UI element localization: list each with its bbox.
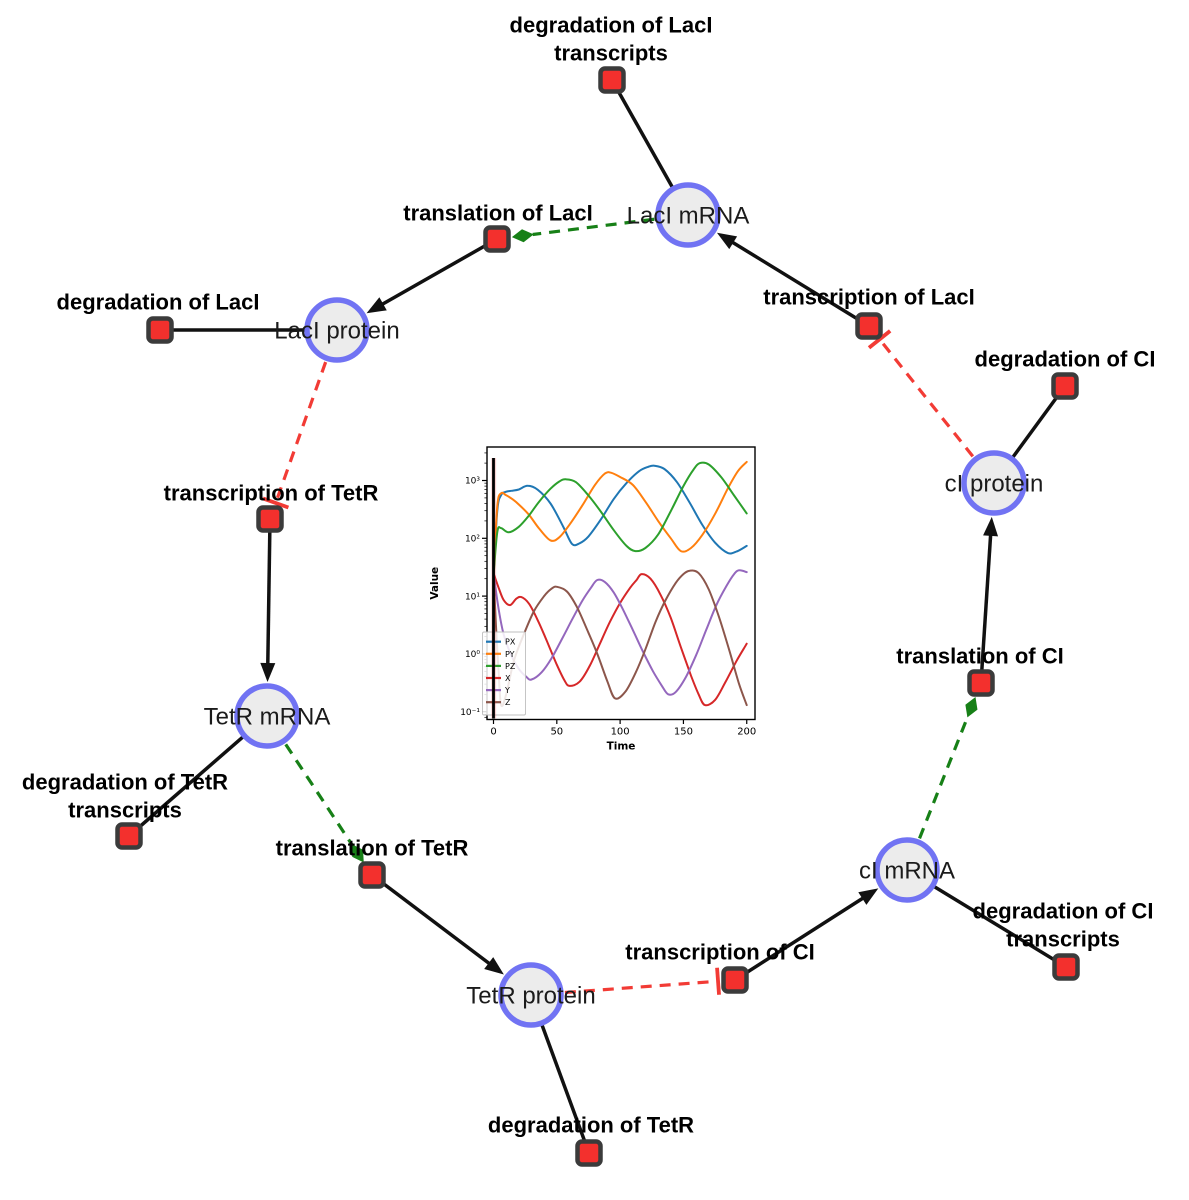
svg-text:150: 150 bbox=[674, 727, 693, 738]
edge-arrow-transcription-of-tetr-to-tetr-mrna bbox=[260, 518, 276, 683]
edge-production-laci-mrna-to-translation-of-laci bbox=[511, 217, 655, 243]
chart-xlabel: Time bbox=[607, 741, 636, 753]
edge-arrow-translation-of-laci-to-laci-protein bbox=[366, 237, 498, 314]
reaction-node-degradation-of-ci-transcripts[interactable] bbox=[1052, 953, 1080, 981]
svg-text:50: 50 bbox=[550, 727, 563, 738]
reaction-node-degradation-of-ci[interactable] bbox=[1051, 372, 1079, 400]
species-node-ci-mrna[interactable] bbox=[874, 837, 940, 903]
edge-inhibition-laci-protein-to-transcription-of-tetr bbox=[262, 361, 328, 510]
reaction-label-degradation-of-ci-transcripts: degradation of CI bbox=[973, 899, 1154, 924]
species-label-laci-protein: LacI protein bbox=[274, 318, 399, 345]
edge-inhibition-tetr-protein-to-transcription-of-ci bbox=[564, 967, 721, 995]
edge-inhibition-ci-protein-to-transcription-of-laci bbox=[867, 329, 975, 458]
reaction-node-translation-of-laci[interactable] bbox=[483, 225, 511, 253]
svg-text:Y: Y bbox=[504, 686, 510, 695]
species-node-tetr-protein[interactable] bbox=[498, 962, 564, 1028]
chart-series-X bbox=[492, 572, 748, 707]
reaction-node-degradation-of-laci-transcripts[interactable] bbox=[598, 66, 626, 94]
chart-ylabel: Value bbox=[429, 567, 441, 600]
reaction-node-translation-of-tetr[interactable] bbox=[358, 861, 386, 889]
species-label-ci-protein: cI protein bbox=[945, 471, 1044, 498]
chart-legend: PX PY PZ XYZ bbox=[482, 631, 526, 716]
reaction-node-translation-of-ci[interactable] bbox=[967, 669, 995, 697]
reaction-label-translation-of-tetr: translation of TetR bbox=[276, 836, 469, 861]
edge-production-tetr-mrna-to-translation-of-tetr bbox=[284, 743, 364, 863]
svg-text:PX: PX bbox=[505, 638, 516, 647]
svg-text:10²: 10² bbox=[465, 535, 480, 545]
edge-arrow-transcription-of-ci-to-ci-mrna bbox=[734, 888, 879, 982]
reaction-node-transcription-of-tetr[interactable] bbox=[256, 505, 284, 533]
reaction-label-degradation-of-ci: degradation of CI bbox=[975, 347, 1156, 372]
reaction-label-degradation-of-laci-transcripts: degradation of LacI bbox=[510, 13, 713, 38]
chart-series-PX bbox=[492, 464, 748, 578]
reaction-label-translation-of-laci: translation of LacI bbox=[403, 201, 592, 226]
edges-layer bbox=[127, 79, 1067, 1154]
species-label-laci-mrna: LacI mRNA bbox=[627, 203, 750, 230]
reaction-node-degradation-of-laci[interactable] bbox=[146, 316, 174, 344]
reaction-label-transcription-of-tetr: transcription of TetR bbox=[164, 481, 379, 506]
chart-series-Y bbox=[492, 569, 748, 696]
svg-text:10⁻¹: 10⁻¹ bbox=[460, 708, 480, 718]
reaction-label-degradation-of-tetr-transcripts: degradation of TetR bbox=[22, 770, 228, 795]
reaction-label-transcription-of-laci: transcription of LacI bbox=[763, 285, 974, 310]
reaction-label-translation-of-ci: translation of CI bbox=[896, 644, 1063, 669]
edge-arrow-translation-of-ci-to-ci-protein bbox=[979, 516, 999, 684]
chart-series-Z bbox=[492, 569, 748, 708]
reaction-node-degradation-of-tetr[interactable] bbox=[575, 1139, 603, 1167]
chart-series-layer bbox=[492, 460, 748, 708]
reaction-label-degradation-of-laci-transcripts: transcripts bbox=[554, 41, 668, 66]
species-label-tetr-protein: TetR protein bbox=[466, 983, 595, 1010]
reaction-label-degradation-of-laci: degradation of LacI bbox=[57, 290, 260, 315]
species-node-tetr-mrna[interactable] bbox=[234, 683, 300, 749]
reaction-node-transcription-of-laci[interactable] bbox=[855, 312, 883, 340]
chart-series-PY bbox=[492, 460, 748, 578]
labels-layer: LacI mRNA LacI protein TetR mRNA TetR prote… bbox=[22, 13, 1156, 1138]
reaction-node-transcription-of-ci[interactable] bbox=[721, 966, 749, 994]
svg-text:Z: Z bbox=[505, 698, 511, 707]
svg-text:10¹: 10¹ bbox=[465, 592, 480, 602]
svg-text:10⁰: 10⁰ bbox=[465, 650, 480, 660]
edge-arrow-translation-of-tetr-to-tetr-protein bbox=[370, 873, 504, 975]
svg-text:200: 200 bbox=[737, 727, 756, 738]
species-label-ci-mrna: cI mRNA bbox=[859, 858, 955, 885]
reaction-label-degradation-of-tetr: degradation of TetR bbox=[488, 1113, 694, 1138]
reaction-label-degradation-of-tetr-transcripts: transcripts bbox=[68, 798, 182, 823]
reaction-label-degradation-of-ci-transcripts: transcripts bbox=[1006, 927, 1120, 952]
svg-text:X: X bbox=[505, 674, 511, 683]
chart-series-PZ bbox=[492, 461, 748, 578]
nodes-layer bbox=[115, 66, 1080, 1167]
reaction-label-transcription-of-ci: transcription of CI bbox=[625, 940, 814, 965]
svg-text:PZ: PZ bbox=[505, 662, 516, 671]
svg-text:PY: PY bbox=[505, 650, 515, 659]
svg-text:100: 100 bbox=[611, 727, 630, 738]
species-node-laci-protein[interactable] bbox=[304, 297, 370, 363]
species-node-laci-mrna[interactable] bbox=[655, 182, 721, 248]
chart-axes-frame bbox=[486, 446, 756, 721]
svg-text:0: 0 bbox=[490, 727, 496, 738]
edge-arrow-transcription-of-laci-to-laci-mrna bbox=[716, 232, 870, 328]
species-node-ci-protein[interactable] bbox=[961, 450, 1027, 516]
svg-text:10³: 10³ bbox=[465, 477, 480, 487]
species-label-tetr-mrna: TetR mRNA bbox=[204, 704, 331, 731]
chart-y-axis: 10³ 10² 10¹ 10⁰ 10⁻¹ bbox=[460, 452, 487, 718]
edge-production-ci-mrna-to-translation-of-ci bbox=[918, 696, 978, 839]
reaction-node-degradation-of-tetr-transcripts[interactable] bbox=[115, 822, 143, 850]
chart-x-axis: 0 50 100 150 200 bbox=[490, 719, 756, 738]
